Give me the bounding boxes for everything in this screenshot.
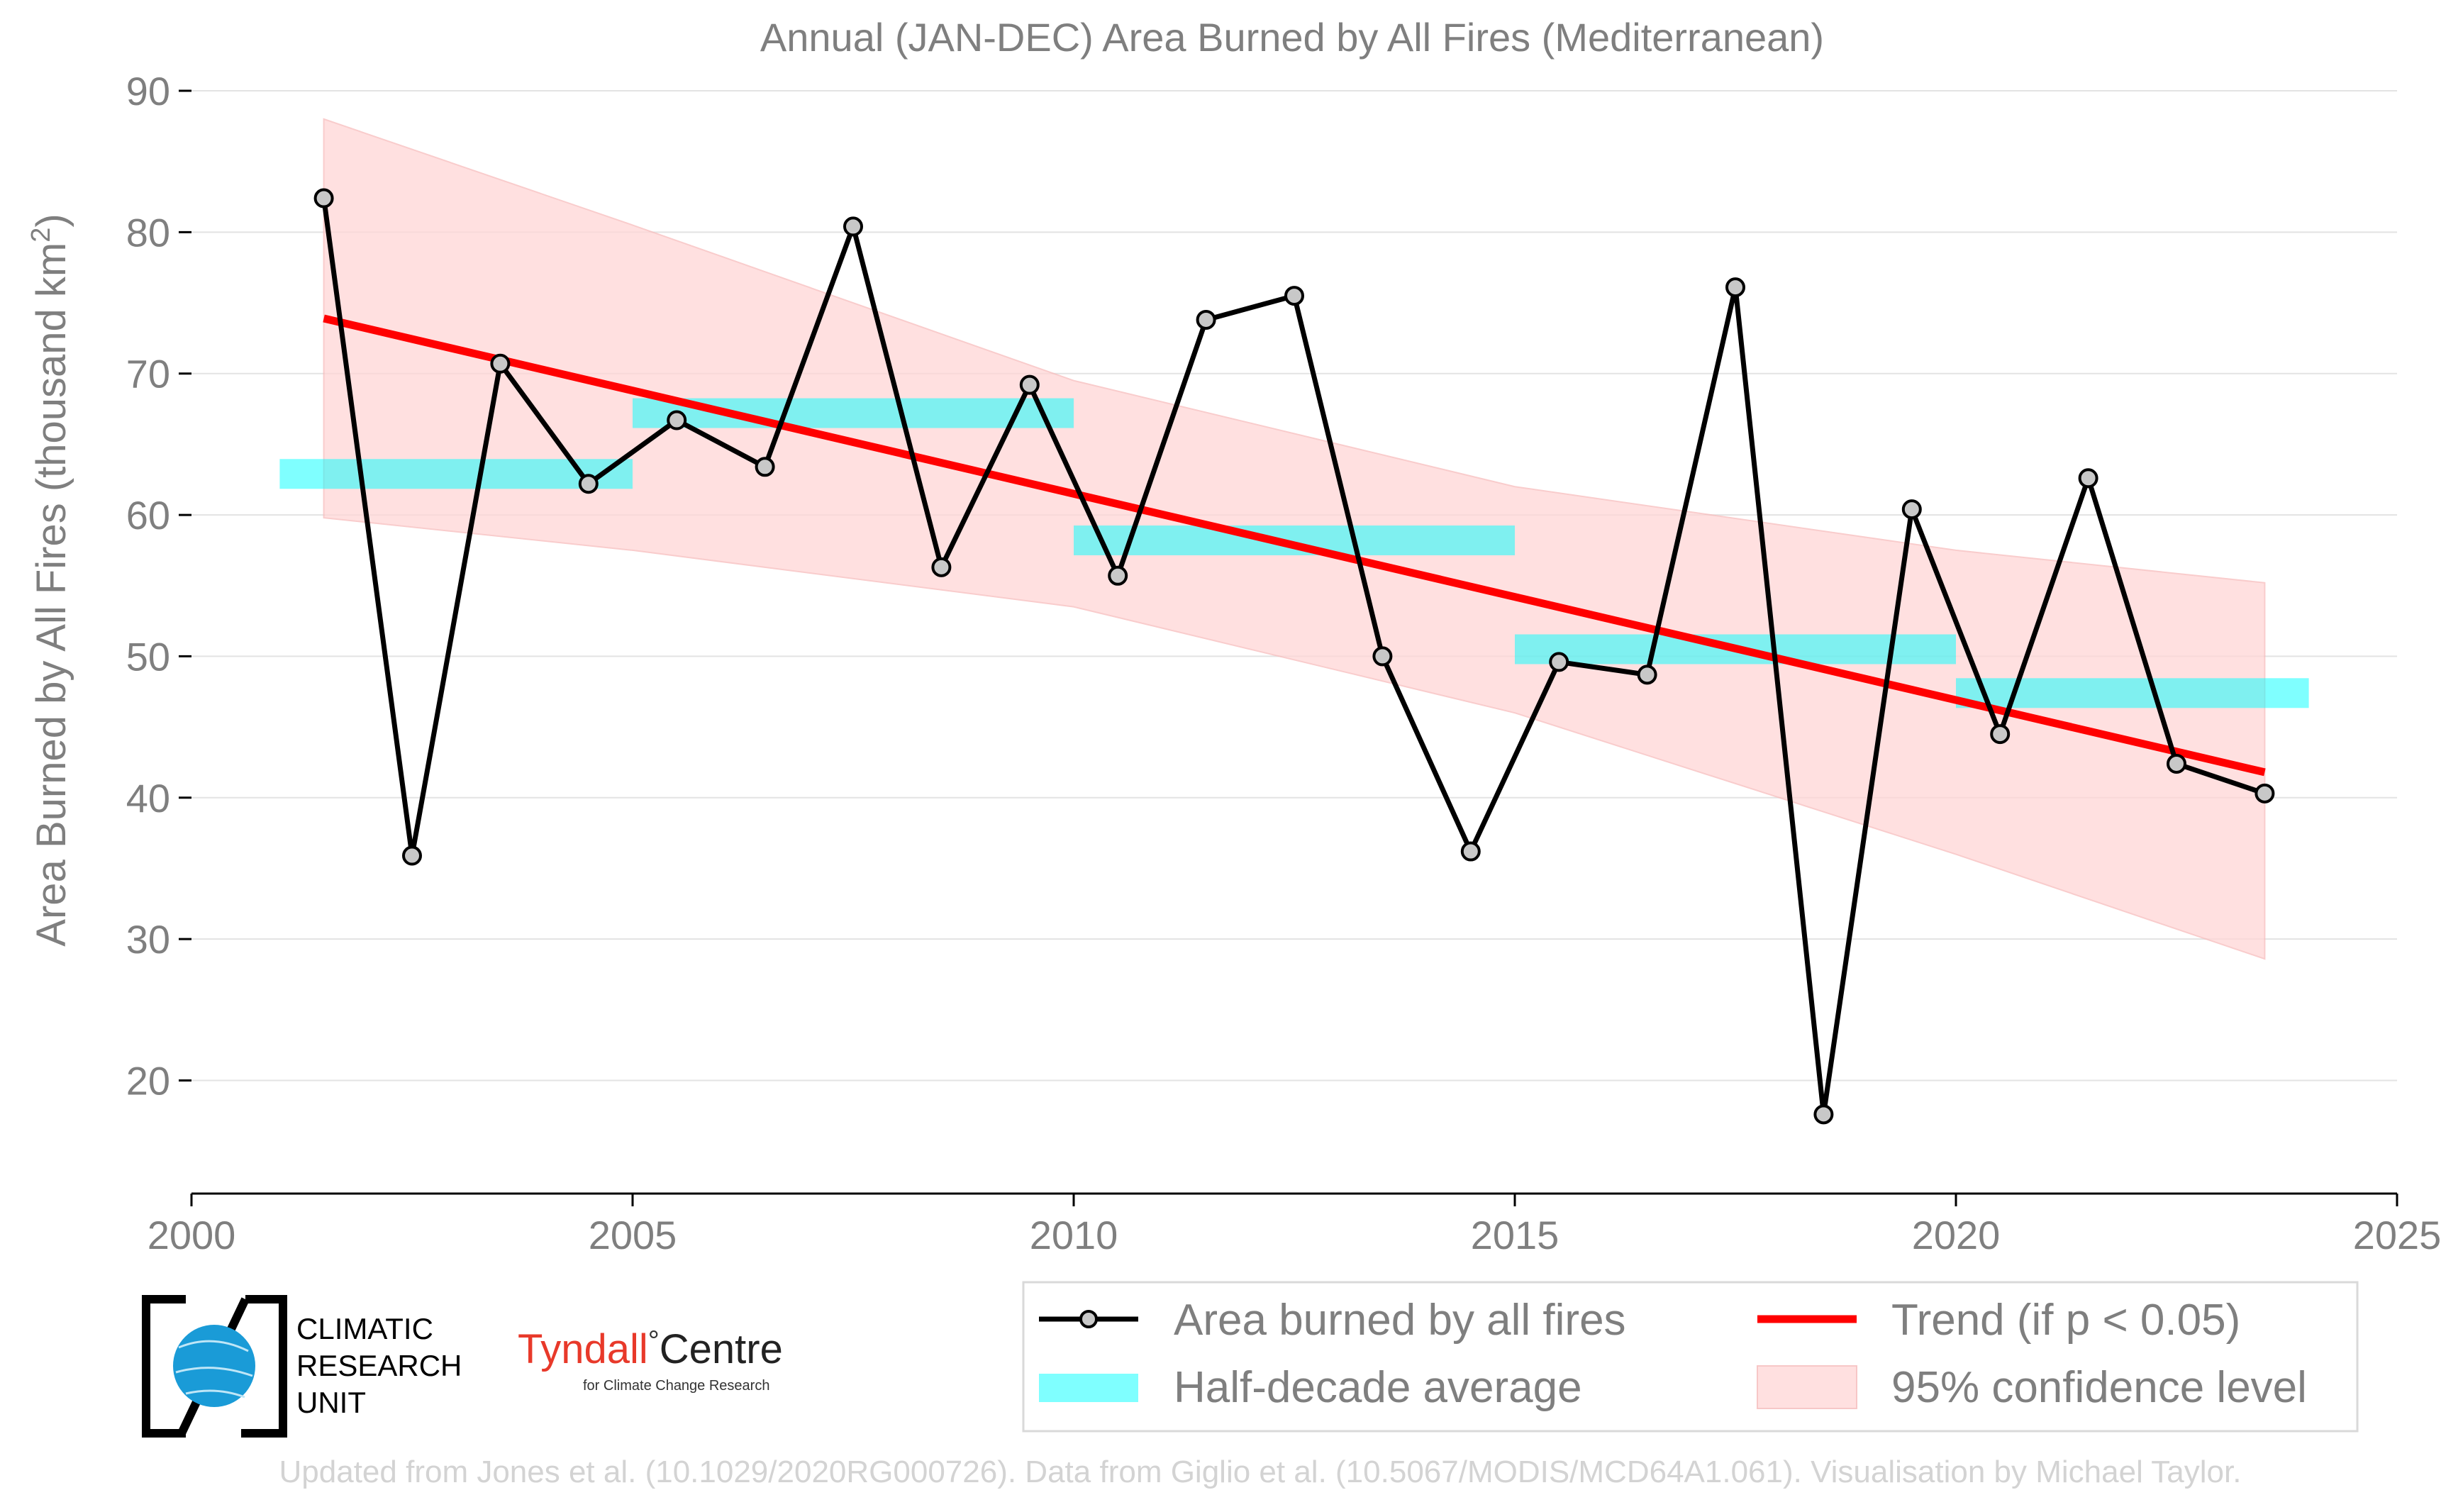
x-tick-label-2020: 2020 xyxy=(1912,1213,2001,1257)
axes: 20 30 40 50 60 70 80 90 2000 2005 2010 2015 2020 2025 xyxy=(126,69,2442,1257)
cru-logo-bracket-left xyxy=(142,1295,186,1438)
tyndall-sub-text: for Climate Change Research xyxy=(583,1378,769,1394)
legend-label-series: Area burned by all fires xyxy=(1174,1296,1626,1345)
legend: Area burned by all fires Trend (if p < 0… xyxy=(1022,1281,2359,1433)
data-point-10 xyxy=(1196,309,1216,330)
legend-label-average: Half-decade average xyxy=(1174,1363,1582,1412)
y-axis-label-sup: 2 xyxy=(26,228,56,243)
data-point-16 xyxy=(1725,277,1745,298)
cru-text-line3: UNIT xyxy=(296,1386,366,1419)
y-tick-label-70: 70 xyxy=(126,352,170,396)
y-tick-label-40: 40 xyxy=(126,776,170,821)
data-point-12 xyxy=(1372,646,1393,667)
y-tick-label-90: 90 xyxy=(126,69,170,113)
data-point-3 xyxy=(578,474,599,494)
cru-text-line2: RESEARCH xyxy=(296,1349,462,1382)
cru-globe-lines xyxy=(175,1340,253,1399)
chart-title: Annual (JAN-DEC) Area Burned by All Fire… xyxy=(760,15,1824,60)
trend-line xyxy=(323,314,2266,777)
half-decade-bar-2 xyxy=(1074,525,1515,555)
legend-band-swatch xyxy=(1757,1365,1857,1409)
footer-credits: Updated from Jones et al. (10.1029/2020R… xyxy=(279,1455,2242,1489)
x-tick-label-2015: 2015 xyxy=(1471,1213,1559,1257)
x-tick-label-2025: 2025 xyxy=(2353,1213,2442,1257)
svg-text:Tyndall°Centre: Tyndall°Centre xyxy=(518,1325,783,1372)
legend-marker-swatch xyxy=(1079,1310,1098,1328)
x-tick-label-2005: 2005 xyxy=(589,1213,677,1257)
y-tick-label-80: 80 xyxy=(126,210,170,255)
y-axis-label: Area Burned by All Fires (thousand km2) xyxy=(26,213,74,946)
trend-layer xyxy=(323,314,2266,777)
legend-label-trend: Trend (if p < 0.05) xyxy=(1891,1296,2240,1345)
y-axis-label-main: Area Burned by All Fires (thousand km xyxy=(28,243,74,947)
data-point-4 xyxy=(667,410,687,430)
data-point-2 xyxy=(490,353,511,374)
data-point-1 xyxy=(402,845,422,866)
series-layer xyxy=(313,188,2275,1125)
data-point-5 xyxy=(755,457,775,477)
y-tick-label-50: 50 xyxy=(126,634,170,679)
half-decade-average-layer xyxy=(279,398,2309,708)
legend-average-swatch xyxy=(1039,1374,1138,1402)
data-point-7 xyxy=(931,557,952,577)
data-point-14 xyxy=(1549,652,1569,672)
data-point-17 xyxy=(1813,1104,1834,1125)
y-tick-label-20: 20 xyxy=(126,1059,170,1104)
x-tick-label-2010: 2010 xyxy=(1030,1213,1118,1257)
cru-logo-bracket-right xyxy=(241,1295,287,1438)
data-point-18 xyxy=(1901,499,1922,520)
tyndall-centre-text: Centre xyxy=(660,1326,783,1372)
data-point-13 xyxy=(1460,841,1481,862)
tyndall-main-text: Tyndall xyxy=(518,1326,648,1372)
cru-text-line1: CLIMATIC xyxy=(296,1312,433,1345)
y-axis-label-end: ) xyxy=(28,213,74,227)
legend-label-band: 95% confidence level xyxy=(1891,1363,2307,1412)
data-point-20 xyxy=(2078,468,2098,489)
cru-globe-icon xyxy=(173,1325,255,1407)
data-point-21 xyxy=(2167,753,2186,774)
cru-logo: CLIMATIC RESEARCH UNIT xyxy=(142,1295,462,1438)
y-tick-label-60: 60 xyxy=(126,493,170,538)
data-point-9 xyxy=(1108,565,1128,586)
legend-frame xyxy=(1022,1281,2359,1433)
tyndall-degree: ° xyxy=(648,1325,660,1357)
data-point-11 xyxy=(1284,286,1304,306)
data-point-0 xyxy=(313,188,334,209)
data-point-19 xyxy=(1990,724,2011,745)
half-decade-bar-1 xyxy=(633,398,1074,428)
data-point-6 xyxy=(843,216,863,237)
x-tick-label-2000: 2000 xyxy=(148,1213,236,1257)
y-tick-label-30: 30 xyxy=(126,917,170,962)
tyndall-logo: Tyndall°Centre for Climate Change Resear… xyxy=(518,1325,783,1394)
data-point-15 xyxy=(1637,665,1657,685)
data-point-8 xyxy=(1019,374,1040,395)
data-point-22 xyxy=(2254,783,2275,804)
